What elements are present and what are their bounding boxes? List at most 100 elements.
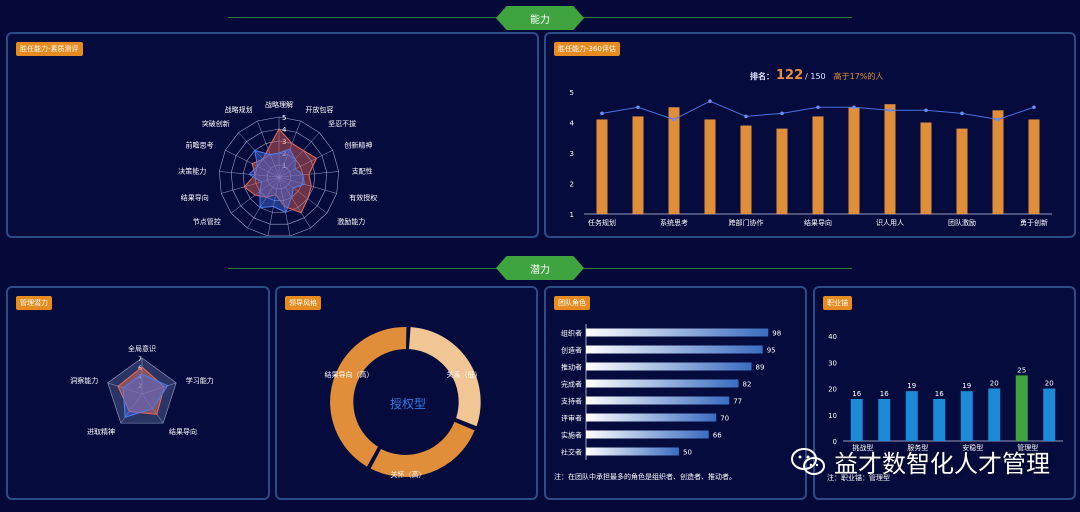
role-bar-2 xyxy=(586,362,752,371)
anchor-value-7: 20 xyxy=(1045,380,1054,388)
role-label-2: 推动者 xyxy=(561,363,582,372)
panel-title: 团队角色 xyxy=(554,296,590,310)
avg-line-point-7 xyxy=(852,105,856,110)
anchor-bar-7 xyxy=(1043,388,1056,441)
role-value-3: 82 xyxy=(743,381,752,389)
bar-360-3 xyxy=(704,119,716,214)
anchor-bar-1 xyxy=(878,399,891,441)
role-label-6: 实施者 xyxy=(561,431,582,440)
radar-axis-label: 结果导向 xyxy=(169,427,197,436)
bar-360-0 xyxy=(596,119,608,214)
avg-line-point-9 xyxy=(924,108,928,113)
radar-axis-label: 决策能力 xyxy=(178,166,206,175)
avg-line-point-12 xyxy=(1032,105,1036,110)
bar-360-9 xyxy=(920,122,932,214)
radar-axis-label: 客观公正 xyxy=(317,235,345,236)
leadership-donut-chart: 授权型 结果导向（高） 关系（低） 关怀（高） xyxy=(325,326,482,479)
radar-axis-label: 战略理解 xyxy=(265,100,293,109)
role-value-6: 66 xyxy=(713,432,722,440)
panel-360-evaluation: 胜任能力-360评估 排名： 122/ 150 高于17%的人 1 2 3 4 5 任务规划 系… xyxy=(544,32,1076,238)
role-value-7: 50 xyxy=(683,449,692,457)
role-bar-3 xyxy=(586,379,739,388)
radar-spoke xyxy=(278,150,333,178)
avg-line-point-0 xyxy=(600,111,604,116)
bar-360-10 xyxy=(956,128,968,214)
team-role-bar-chart: 组织者 98 创造者 95 推动者 89 完成者 82 支持者 77 评审者 70 实施者 66 社交者 50 xyxy=(561,324,781,460)
panel-title: 管理潜力 xyxy=(16,296,52,310)
bar-360-8 xyxy=(884,104,896,214)
radar-series-norm xyxy=(122,373,169,418)
panel-team-roles: 团队角色 组织者 98 创造者 95 推动者 89 完成者 82 支持者 77 评审者 70 实施者 66… xyxy=(544,286,807,500)
radar-axis-label: 进取精神 xyxy=(87,427,115,436)
radar-scale-label: 4 xyxy=(282,126,287,134)
team-role-note: 注：在团队中承担最多的角色是组织者、创造者、推动者。 xyxy=(554,473,736,481)
donut-segment-relationship xyxy=(409,327,481,427)
role-label-7: 社交者 xyxy=(561,448,582,457)
role-label-1: 创造者 xyxy=(561,346,582,355)
panel-career-anchor: 职业锚 0 10 20 30 40 16 16 19 16 19 20 25 20 挑战型 服务型 安稳型 管理… xyxy=(813,286,1076,500)
role-bar-5 xyxy=(586,413,717,422)
avg-line-point-5 xyxy=(780,111,784,116)
anchor-bar-2 xyxy=(905,391,918,441)
x-tick-label: 服务型 xyxy=(907,443,928,452)
y-tick-label: 10 xyxy=(828,412,837,420)
radar-grid-ring xyxy=(230,128,328,225)
x-tick-label: 管理型 xyxy=(1017,443,1038,452)
y-tick-label: 30 xyxy=(828,359,837,367)
avg-line-point-6 xyxy=(816,105,820,110)
bar-360-11 xyxy=(992,110,1004,214)
radar-axis-label: 创新精神 xyxy=(344,140,372,149)
radar-axis-label: 突破创新 xyxy=(202,119,230,128)
radar-axis-label: 节点管控 xyxy=(193,217,221,226)
radar-axis-label: 协调能力 xyxy=(213,235,241,236)
y-tick-label: 1 xyxy=(570,211,574,219)
section-title-bottom: 潜力 xyxy=(496,256,584,280)
radar-spoke xyxy=(278,132,320,178)
radar-spoke xyxy=(278,176,337,194)
radar-axis-label: 激励能力 xyxy=(337,217,365,226)
x-tick-label: 系统思考 xyxy=(660,218,688,227)
role-bar-7 xyxy=(586,447,679,456)
radar-spoke xyxy=(278,176,328,214)
radar-spoke xyxy=(238,132,280,178)
role-label-0: 组织者 xyxy=(561,329,582,338)
bar-360-7 xyxy=(848,107,860,214)
radar-axis-label: 战略规划 xyxy=(225,105,253,114)
anchor-bar-5 xyxy=(988,388,1001,441)
x-tick-label: 跨部门协作 xyxy=(729,218,764,227)
avg-line-point-11 xyxy=(996,117,1000,122)
y-tick-label: 3 xyxy=(570,150,574,158)
radar-scale-label: 5 xyxy=(282,114,286,122)
avg-line-point-1 xyxy=(636,105,640,110)
y-tick-label: 0 xyxy=(833,438,837,446)
avg-line-point-8 xyxy=(888,108,892,113)
role-bar-4 xyxy=(586,396,730,405)
bar-360-1 xyxy=(632,116,644,214)
anchor-bar-0 xyxy=(850,399,863,441)
y-tick-label: 2 xyxy=(570,181,574,189)
rank-label: 排名： xyxy=(750,72,774,81)
donut-label-care: 关怀（高） xyxy=(391,470,426,479)
role-label-5: 评审者 xyxy=(561,414,582,423)
avg-line-point-3 xyxy=(708,99,712,103)
x-tick-label: 结果导向 xyxy=(804,218,832,227)
donut-segment-care xyxy=(370,421,475,477)
role-value-2: 89 xyxy=(756,364,765,372)
radar-axis-label: 有效授权 xyxy=(349,193,377,202)
role-value-4: 77 xyxy=(733,398,742,406)
bar-360-4 xyxy=(740,125,752,214)
y-tick-label: 5 xyxy=(570,89,574,97)
role-label-4: 支持者 xyxy=(561,397,582,406)
radar-grid-ring xyxy=(266,164,292,190)
anchor-value-6: 25 xyxy=(1017,366,1026,374)
role-value-1: 95 xyxy=(767,347,776,355)
wechat-icon xyxy=(791,447,825,475)
x-tick-label: 挑战型 xyxy=(852,443,873,452)
avg-line-point-10 xyxy=(960,111,964,116)
y-tick-label: 4 xyxy=(570,120,575,128)
x-tick-label: 识人用人 xyxy=(876,219,904,227)
radar-axis-label: 开放包容 xyxy=(305,105,333,114)
panel-leadership-style: 领导风格 授权型 结果导向（高） 关系（低） 关怀（高） xyxy=(275,286,538,500)
section-title-top: 能力 xyxy=(496,6,584,30)
x-tick-label: 安稳型 xyxy=(962,443,983,452)
